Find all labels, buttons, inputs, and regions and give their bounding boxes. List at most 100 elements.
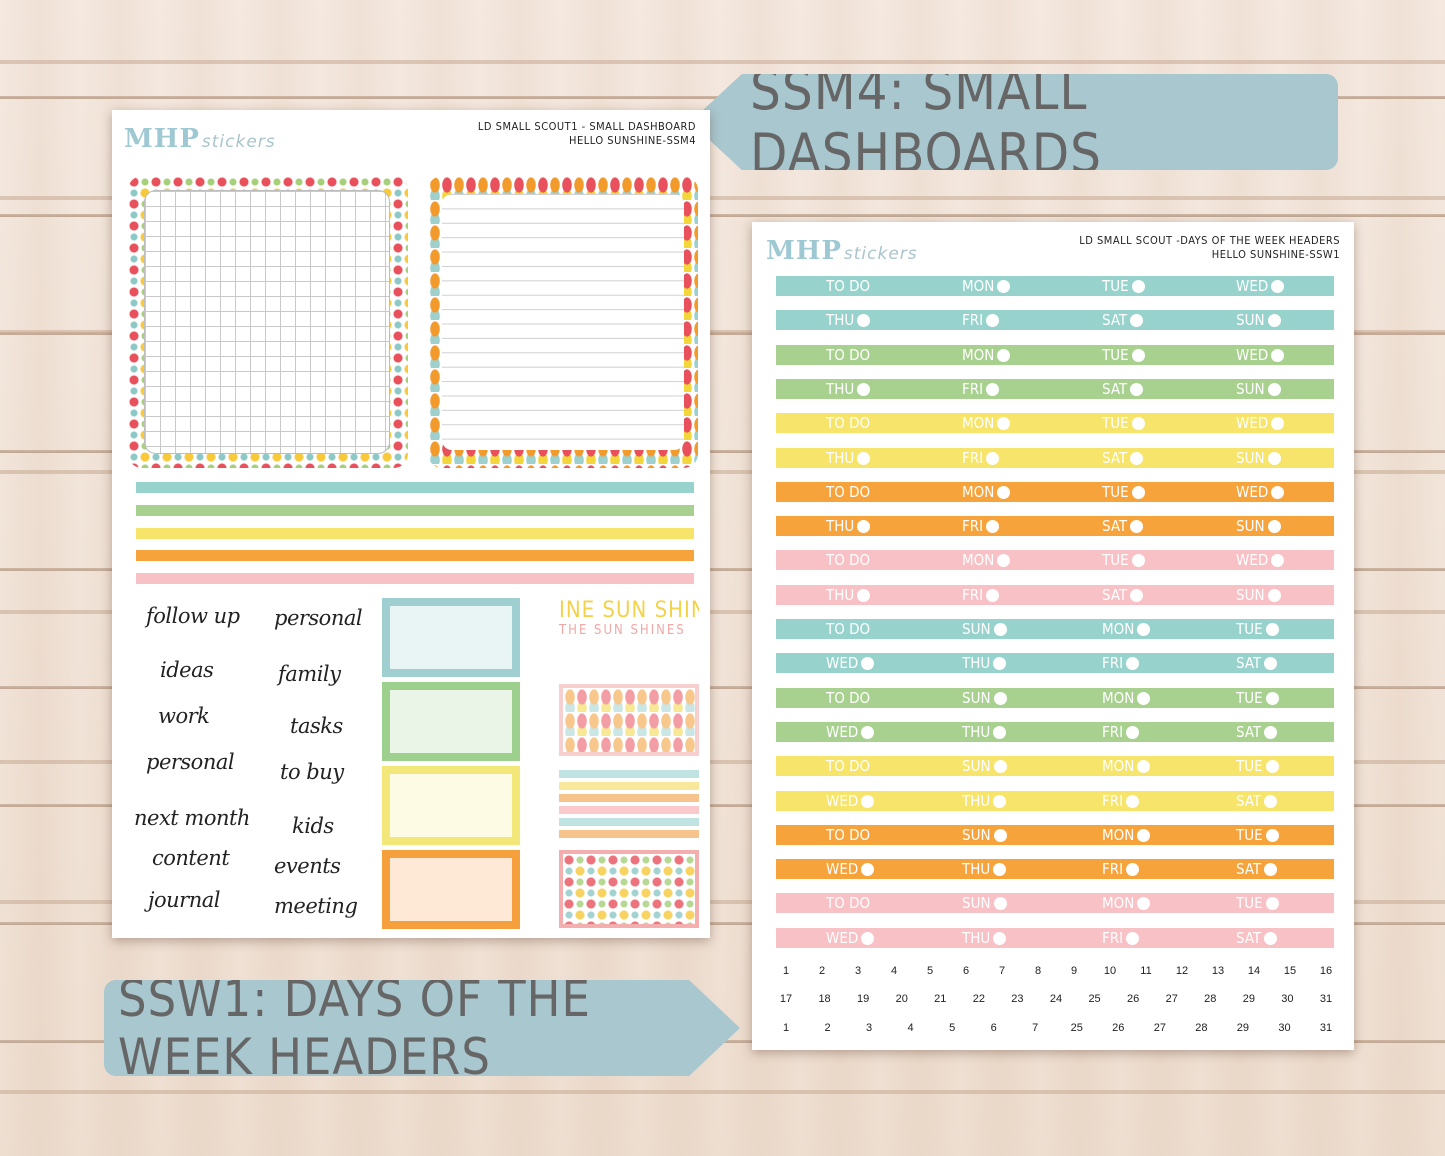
word-sticker: work xyxy=(158,704,210,728)
date-number: 14 xyxy=(1247,965,1261,977)
day-label-text: MON xyxy=(962,277,995,295)
checkbox-circle-icon xyxy=(1271,348,1285,362)
word-sticker: ideas xyxy=(160,658,214,682)
day-label-text: WED xyxy=(1236,551,1269,570)
checkbox-circle-icon xyxy=(986,588,1000,602)
checkbox-circle-icon xyxy=(1126,725,1140,739)
day-label-text: FRI xyxy=(962,517,984,536)
checkbox-circle-icon xyxy=(861,931,875,945)
day-label-text: WED xyxy=(826,722,859,741)
checkbox-circle-icon xyxy=(993,725,1007,739)
date-number: 28 xyxy=(1204,993,1217,1005)
day-label-text: THU xyxy=(962,791,991,810)
checkbox-circle-icon xyxy=(857,382,871,396)
day-label: SAT xyxy=(1236,928,1278,948)
day-label: THU xyxy=(962,928,1007,948)
checkbox-circle-icon xyxy=(986,382,1000,396)
day-label: MON xyxy=(962,345,1011,365)
day-label: SAT xyxy=(1236,722,1278,742)
header-strip: TO DO SUN MON TUE xyxy=(776,824,1334,845)
header-strip: THU FRI SAT SUN xyxy=(776,447,1334,468)
header-strip: THU FRI SAT SUN xyxy=(776,516,1334,537)
checkbox-circle-icon xyxy=(861,863,875,877)
header-strip: WED THU FRI SAT xyxy=(776,721,1334,742)
date-number: 11 xyxy=(1140,965,1152,977)
washi-strip xyxy=(136,550,694,561)
checkbox-circle-icon xyxy=(986,520,1000,534)
day-label: TUE xyxy=(1102,413,1145,433)
checkbox-circle-icon xyxy=(857,451,871,465)
day-label-text: SAT xyxy=(1102,311,1128,330)
date-number: 31 xyxy=(1319,993,1333,1005)
day-label: TUE xyxy=(1102,550,1145,570)
date-number: 28 xyxy=(1195,1022,1208,1034)
checkbox-circle-icon xyxy=(1131,348,1145,362)
day-label: TUE xyxy=(1102,276,1145,296)
header-strip: WED THU FRI SAT xyxy=(776,790,1334,811)
checkbox-circle-icon xyxy=(1264,725,1278,739)
date-number: 30 xyxy=(1281,993,1294,1005)
day-label-text: THU xyxy=(826,448,855,467)
checkbox-circle-icon xyxy=(993,623,1007,636)
date-number: 21 xyxy=(934,993,947,1005)
checkbox-circle-icon xyxy=(1126,863,1140,877)
day-label: SAT xyxy=(1236,859,1278,879)
day-label-text: TUE xyxy=(1236,620,1263,638)
day-label: SUN xyxy=(1236,516,1281,536)
date-number: 13 xyxy=(1211,965,1225,977)
day-label-text: THU xyxy=(826,311,855,330)
checkbox-circle-icon xyxy=(1267,314,1281,328)
date-number: 30 xyxy=(1278,1022,1291,1034)
checkbox-circle-icon xyxy=(1265,691,1279,705)
day-label: MON xyxy=(1102,825,1151,845)
day-label-text: THU xyxy=(962,654,991,673)
day-label: SUN xyxy=(962,825,1007,845)
day-label-text: FRI xyxy=(1102,928,1124,947)
mini-stripes-sticker xyxy=(559,770,699,842)
deco-text-2: THE SUN SHINES xyxy=(559,623,686,638)
color-box-sticker xyxy=(382,850,520,929)
checkbox-circle-icon xyxy=(861,657,875,671)
checkbox-circle-icon xyxy=(1130,451,1144,465)
day-label: THU xyxy=(826,379,871,399)
day-label: TO DO xyxy=(826,482,870,502)
day-label: TUE xyxy=(1236,825,1279,845)
day-label: TO DO xyxy=(826,619,870,639)
word-sticker: personal xyxy=(146,750,235,774)
date-number: 25 xyxy=(1070,1022,1083,1034)
day-label: SAT xyxy=(1236,791,1278,811)
day-label-text: SUN xyxy=(1236,585,1265,604)
day-label: WED xyxy=(826,859,875,879)
checkbox-circle-icon xyxy=(997,485,1011,499)
day-label-text: TO DO xyxy=(826,825,871,844)
day-label-text: SAT xyxy=(1236,654,1262,673)
day-label: TO DO xyxy=(826,825,870,845)
word-sticker: meeting xyxy=(274,894,358,918)
checkbox-circle-icon xyxy=(1264,931,1278,945)
day-label: MON xyxy=(1102,893,1151,913)
date-number: 5 xyxy=(926,965,934,977)
day-label: SUN xyxy=(962,893,1007,913)
checkbox-circle-icon xyxy=(997,348,1011,362)
day-label: FRI xyxy=(1102,791,1140,811)
day-label-text: MON xyxy=(1102,894,1135,913)
date-number: 26 xyxy=(1127,993,1140,1005)
day-label: WED xyxy=(1236,482,1285,502)
header-strip: THU FRI SAT SUN xyxy=(776,378,1334,399)
date-number: 17 xyxy=(779,993,793,1005)
plank-seam xyxy=(0,470,1445,474)
day-label-text: TUE xyxy=(1102,277,1129,295)
washi-strip xyxy=(136,528,694,539)
day-label-text: TUE xyxy=(1102,345,1129,364)
checkbox-circle-icon xyxy=(1267,451,1281,465)
day-label-text: TUE xyxy=(1102,414,1129,433)
checkbox-circle-icon xyxy=(1271,485,1285,499)
day-label: WED xyxy=(1236,413,1285,433)
checkbox-circle-icon xyxy=(1137,691,1151,705)
header-strip: TO DO SUN MON TUE xyxy=(776,687,1334,708)
date-number: 2 xyxy=(824,1022,831,1034)
checkbox-circle-icon xyxy=(1137,623,1151,636)
day-label-text: SUN xyxy=(962,825,991,844)
date-number: 27 xyxy=(1165,993,1178,1005)
checkbox-circle-icon xyxy=(1271,554,1285,568)
